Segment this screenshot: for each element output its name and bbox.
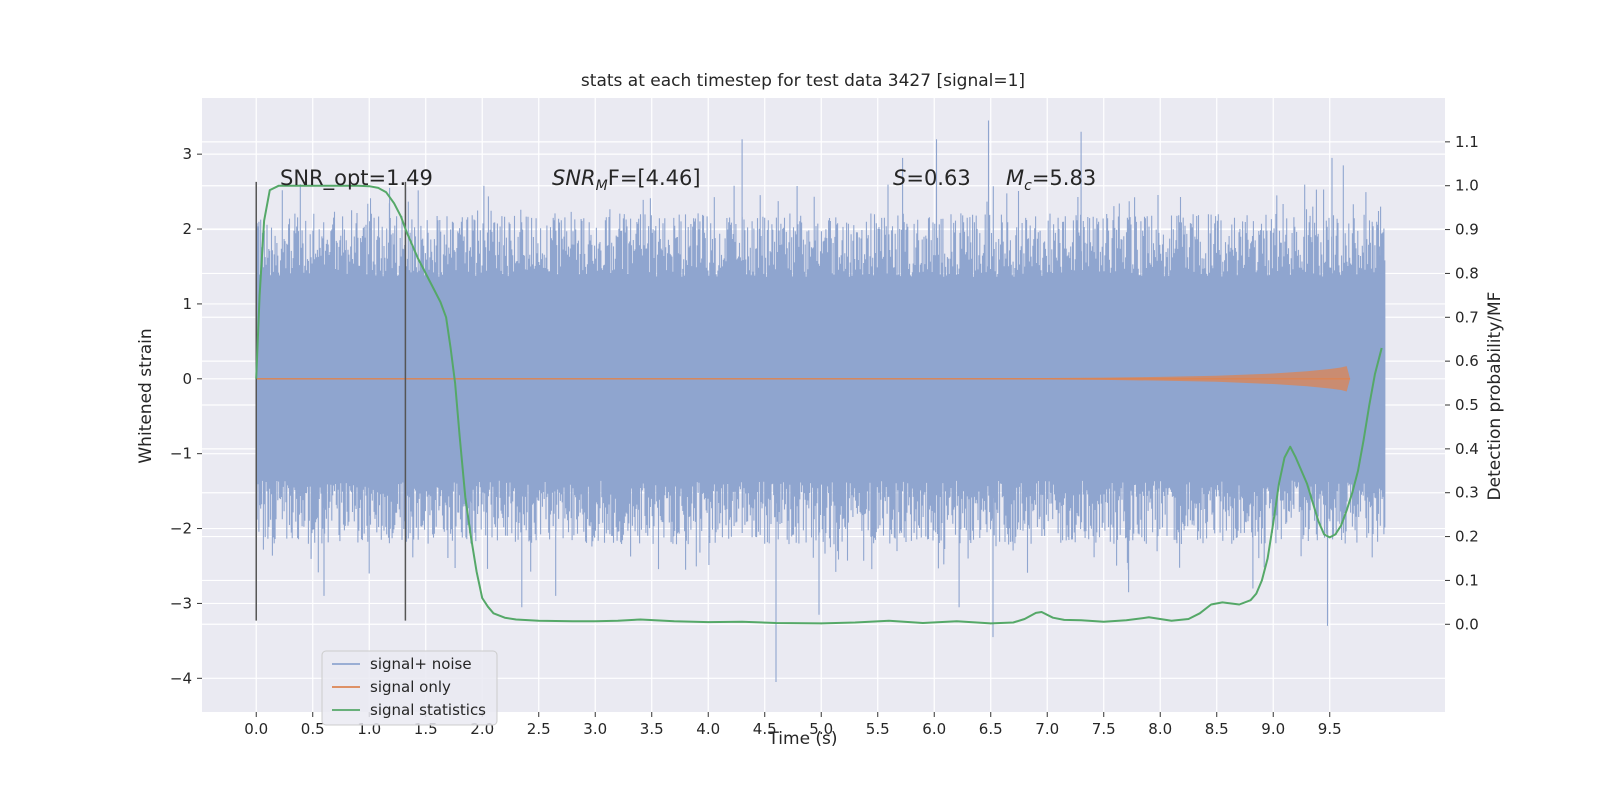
- annotation-mc-main: M: [1006, 166, 1024, 190]
- x-tick-label: 6.5: [979, 720, 1003, 738]
- x-tick-label: 0.0: [244, 720, 268, 738]
- x-tick-label: 8.0: [1148, 720, 1172, 738]
- y2-tick-label: 0.7: [1455, 308, 1479, 326]
- x-axis-label: Time (s): [767, 729, 837, 749]
- annotation-mc: Mc=5.83: [1006, 166, 1096, 194]
- y2-tick-label: 1.0: [1455, 177, 1479, 195]
- annotation-snr-mf-sub: M: [596, 178, 608, 194]
- x-tick-label: 5.5: [866, 720, 890, 738]
- legend-label-signal-statistics: signal statistics: [370, 701, 486, 719]
- annotation-s: S=0.63: [893, 166, 971, 190]
- y2-tick-label: 0.3: [1455, 484, 1479, 502]
- annotation-snr-opt: SNR_opt=1.49: [280, 166, 433, 191]
- y-axis-ticks: −4 −3 −2 −1 0 1 2 3: [170, 145, 202, 687]
- y-tick-label: −3: [170, 594, 192, 612]
- x-tick-label: 3.5: [640, 720, 664, 738]
- annotation-mc-value: =5.83: [1032, 166, 1096, 190]
- x-tick-label: 8.5: [1205, 720, 1229, 738]
- y-tick-label: 3: [182, 145, 192, 163]
- x-tick-label: 4.0: [696, 720, 720, 738]
- annotation-snr-mf-main: SNR: [552, 166, 596, 190]
- annotation-snr-mf-value: F=[4.46]: [608, 166, 701, 190]
- y-axis-label: Whitened strain: [136, 328, 156, 463]
- y2-tick-label: 0.2: [1455, 528, 1479, 546]
- annotation-s-symbol: S: [893, 166, 906, 190]
- legend-box: [321, 650, 498, 726]
- annotation-snr-mf: SNRMF=[4.46]: [552, 166, 701, 194]
- y-tick-label: −2: [170, 520, 192, 538]
- vertical-markers: [255, 181, 407, 621]
- y2-tick-label: 1.1: [1455, 133, 1479, 151]
- chart-title: stats at each timestep for test data 342…: [581, 71, 1025, 91]
- x-tick-label: 2.5: [527, 720, 551, 738]
- y2-tick-label: 0.4: [1455, 440, 1479, 458]
- x-tick-label: 4.5: [753, 720, 777, 738]
- annotation-mc-sub: c: [1024, 178, 1032, 194]
- y-tick-label: 0: [182, 370, 192, 388]
- x-tick-label: 7.0: [1035, 720, 1059, 738]
- y2-tick-label: 0.5: [1455, 396, 1479, 414]
- x-tick-label: 7.5: [1092, 720, 1116, 738]
- y2-tick-label: 0.0: [1455, 615, 1479, 633]
- x-tick-label: 5.0: [809, 720, 833, 738]
- y-tick-label: 1: [182, 295, 192, 313]
- y-tick-label: 2: [182, 220, 192, 238]
- x-axis-ticks: 0.0 0.5 1.0 1.5 2.0 2.5 3.0 3.5 4.0 4.5 5.0 5.5 6.0 6…: [244, 712, 1342, 738]
- x-tick-label: 3.0: [583, 720, 607, 738]
- x-tick-label: 9.0: [1261, 720, 1285, 738]
- y-tick-label: −4: [170, 669, 192, 687]
- x-tick-label: 0.5: [301, 720, 325, 738]
- legend: signal+ noise signal only signal statist…: [321, 650, 498, 726]
- annotation-s-value: =0.63: [906, 166, 970, 190]
- y2-tick-label: 0.6: [1455, 352, 1479, 370]
- x-tick-label: 6.0: [922, 720, 946, 738]
- x-tick-label: 9.5: [1318, 720, 1342, 738]
- legend-label-signal-noise: signal+ noise: [370, 655, 472, 673]
- y-tick-label: −1: [170, 445, 192, 463]
- y2-tick-label: 0.9: [1455, 221, 1479, 239]
- plot-content: [255, 120, 1386, 682]
- series-signal-statistics: [255, 184, 1383, 625]
- y2-axis-label: Detection probability/MF: [1485, 292, 1505, 501]
- legend-label-signal-only: signal only: [370, 678, 451, 696]
- y2-axis-ticks: 0.0 0.1 0.2 0.3 0.4 0.5 0.6 0.7 0.8 0.9 1.0 1.1: [1445, 133, 1479, 633]
- y2-tick-label: 0.1: [1455, 571, 1479, 589]
- y2-tick-label: 0.8: [1455, 264, 1479, 282]
